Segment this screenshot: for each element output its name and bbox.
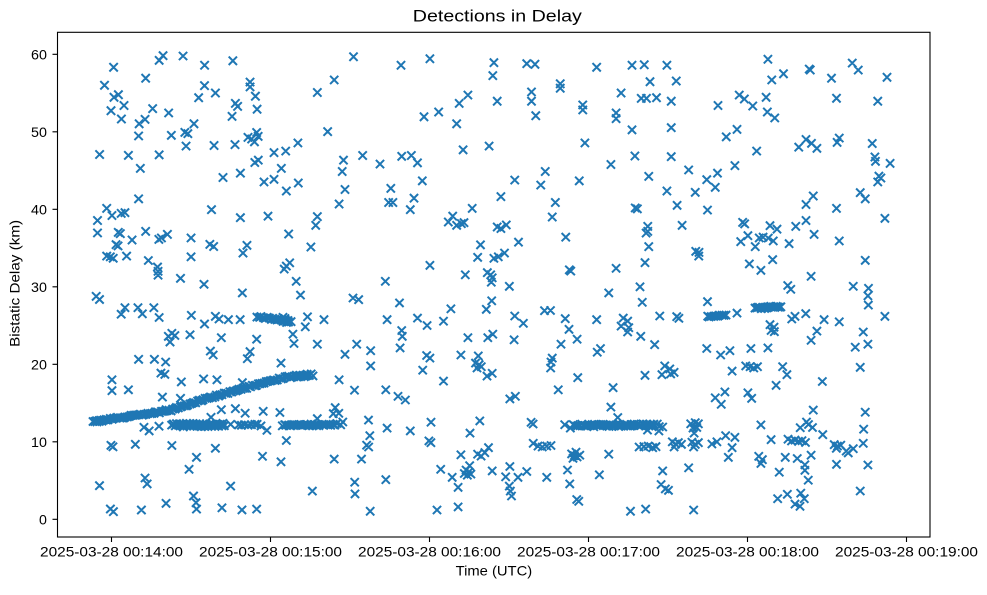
svg-text:30: 30	[31, 279, 47, 295]
svg-text:50: 50	[31, 124, 47, 140]
svg-text:2025-03-28 00:16:00: 2025-03-28 00:16:00	[358, 543, 501, 559]
svg-text:Time (UTC): Time (UTC)	[456, 563, 533, 579]
svg-text:0: 0	[39, 511, 47, 527]
svg-text:60: 60	[31, 46, 47, 62]
svg-text:2025-03-28 00:17:00: 2025-03-28 00:17:00	[517, 543, 660, 559]
svg-text:Detections in Delay: Detections in Delay	[413, 7, 583, 26]
svg-text:2025-03-28 00:15:00: 2025-03-28 00:15:00	[199, 543, 342, 559]
svg-text:10: 10	[31, 434, 47, 450]
svg-text:40: 40	[31, 201, 47, 217]
svg-text:2025-03-28 00:19:00: 2025-03-28 00:19:00	[835, 543, 978, 559]
svg-text:20: 20	[31, 356, 47, 372]
svg-text:2025-03-28 00:18:00: 2025-03-28 00:18:00	[676, 543, 819, 559]
svg-text:2025-03-28 00:14:00: 2025-03-28 00:14:00	[40, 543, 183, 559]
svg-text:Bistatic Delay (km): Bistatic Delay (km)	[6, 220, 22, 347]
